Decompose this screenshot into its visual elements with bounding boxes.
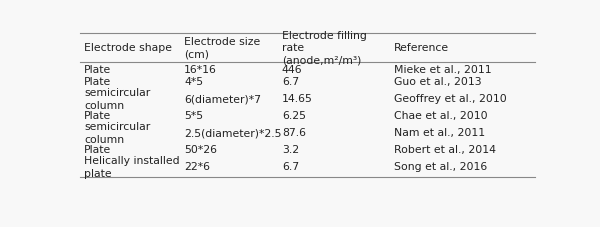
Text: semicircular
column: semicircular column (84, 122, 151, 144)
Text: 6.25: 6.25 (282, 111, 306, 121)
Text: 6.7: 6.7 (282, 162, 299, 172)
Text: Plate: Plate (84, 145, 112, 155)
Text: Helically installed
plate: Helically installed plate (84, 155, 180, 178)
Text: Guo et al., 2013: Guo et al., 2013 (394, 77, 481, 87)
Text: Mieke et al., 2011: Mieke et al., 2011 (394, 64, 491, 74)
Text: 6(diameter)*7: 6(diameter)*7 (184, 94, 261, 104)
Text: 2.5(diameter)*2.5: 2.5(diameter)*2.5 (184, 128, 282, 138)
Text: Electrode shape: Electrode shape (84, 43, 172, 53)
Text: 3.2: 3.2 (282, 145, 299, 155)
Text: 16*16: 16*16 (184, 64, 217, 74)
Text: Song et al., 2016: Song et al., 2016 (394, 162, 487, 172)
Text: 6.7: 6.7 (282, 77, 299, 87)
Text: Chae et al., 2010: Chae et al., 2010 (394, 111, 487, 121)
Text: Geoffrey et al., 2010: Geoffrey et al., 2010 (394, 94, 506, 104)
Text: Plate: Plate (84, 111, 112, 121)
Text: Nam et al., 2011: Nam et al., 2011 (394, 128, 485, 138)
Text: 4*5: 4*5 (184, 77, 203, 87)
Text: Plate: Plate (84, 77, 112, 87)
Text: 87.6: 87.6 (282, 128, 306, 138)
Text: 5*5: 5*5 (184, 111, 203, 121)
Text: 50*26: 50*26 (184, 145, 217, 155)
Text: 22*6: 22*6 (184, 162, 210, 172)
Text: Robert et al., 2014: Robert et al., 2014 (394, 145, 496, 155)
Text: Electrode size
(cm): Electrode size (cm) (184, 37, 260, 59)
Text: semicircular
column: semicircular column (84, 88, 151, 110)
Text: 14.65: 14.65 (282, 94, 313, 104)
Text: Reference: Reference (394, 43, 449, 53)
Text: Electrode filling
rate
(anode,m²/m³): Electrode filling rate (anode,m²/m³) (282, 31, 367, 66)
Text: Plate: Plate (84, 64, 112, 74)
Text: 446: 446 (282, 64, 302, 74)
